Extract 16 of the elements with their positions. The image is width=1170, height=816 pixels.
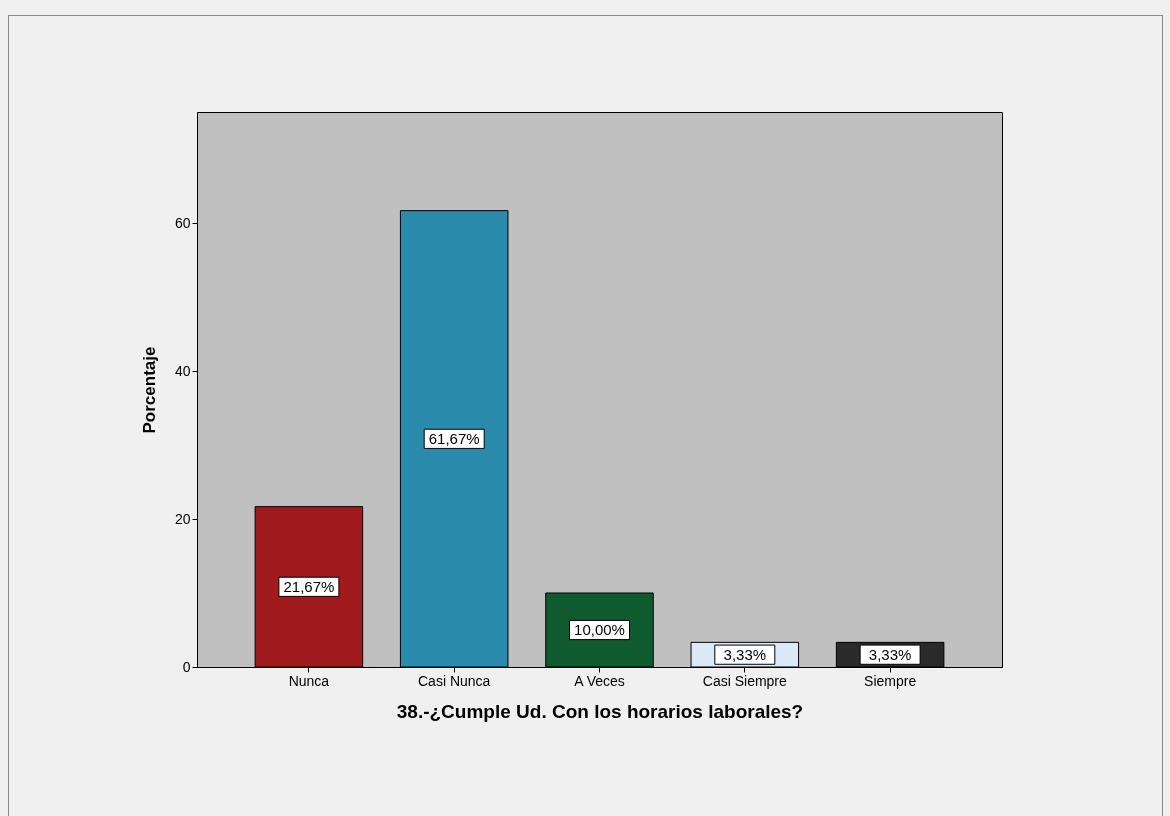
data-label: 21,67% <box>283 577 335 595</box>
x-axis-title: 38.-¿Cumple Ud. Con los horarios laborales? <box>396 700 804 722</box>
x-tick-label: A Veces <box>574 672 625 689</box>
data-label: 61,67% <box>428 429 480 447</box>
x-tick-label: Casi Nunca <box>418 672 491 689</box>
x-tick-label: Nunca <box>288 672 330 689</box>
x-tick-label: Casi Siempre <box>702 672 788 689</box>
y-axis-title: Porcentaje <box>139 346 159 434</box>
y-tick-label: 20 <box>174 510 191 527</box>
y-tick-label: 40 <box>174 362 191 379</box>
data-label: 3,33% <box>868 645 912 663</box>
data-label: 10,00% <box>574 621 625 638</box>
y-tick-label: 60 <box>174 214 191 231</box>
data-label: 3,33% <box>723 645 767 663</box>
y-tick-label: 0 <box>182 658 191 675</box>
x-tick-label: Siempre <box>864 672 917 689</box>
